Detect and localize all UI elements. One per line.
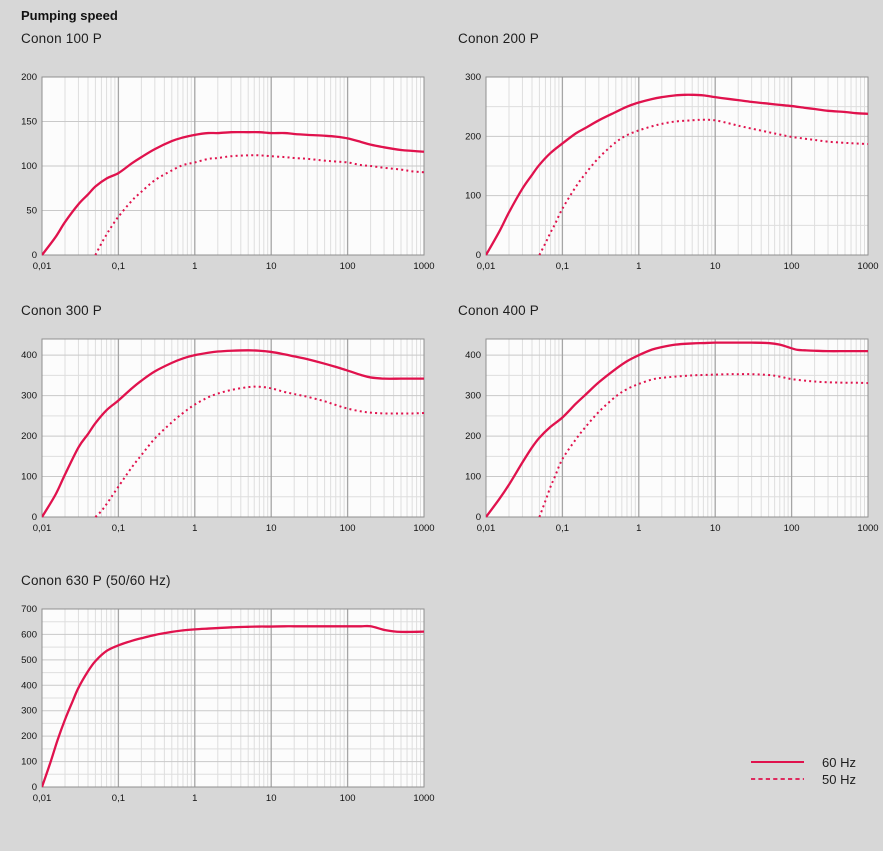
svg-text:200: 200	[465, 131, 481, 142]
chart-title: Conon 200 P	[458, 31, 540, 46]
svg-text:700: 700	[21, 604, 37, 615]
chart-conon-630p: Conon 630 P (50/60 Hz) 0 100 200 300 400 500 6…	[8, 573, 436, 813]
svg-text:100: 100	[340, 793, 356, 804]
svg-text:0: 0	[32, 512, 37, 523]
svg-text:100: 100	[21, 472, 37, 483]
svg-text:100: 100	[784, 261, 800, 272]
svg-text:500: 500	[21, 655, 37, 666]
legend-item-60hz: 60 Hz	[750, 754, 862, 770]
svg-text:0,1: 0,1	[112, 261, 125, 272]
svg-text:0,1: 0,1	[112, 523, 125, 534]
svg-text:100: 100	[340, 261, 356, 272]
svg-text:0,01: 0,01	[477, 261, 496, 272]
chart-conon-100p: Conon 100 P 0 50 100 150 200 0,01 0,1 1 10 100 100…	[8, 31, 436, 281]
svg-text:400: 400	[465, 350, 481, 361]
svg-text:0: 0	[32, 782, 37, 793]
svg-text:0,01: 0,01	[33, 523, 52, 534]
solid-line-icon	[751, 761, 804, 763]
legend-label: 60 Hz	[822, 754, 856, 770]
plot-conon-300p: 0 100 200 300 400 0,01 0,1 1 10 100 1000	[21, 338, 435, 534]
chart-title: Conon 300 P	[21, 303, 103, 318]
svg-text:10: 10	[710, 523, 721, 534]
dashed-line-icon	[751, 778, 804, 780]
chart-conon-300p: Conon 300 P 0 100 200 300 400 0,01 0,1 1 10 100 10…	[8, 303, 436, 543]
svg-text:0,1: 0,1	[556, 523, 569, 534]
svg-text:0: 0	[476, 250, 481, 261]
svg-text:1000: 1000	[413, 523, 434, 534]
svg-text:600: 600	[21, 629, 37, 640]
svg-text:0,01: 0,01	[33, 793, 52, 804]
svg-text:300: 300	[465, 391, 481, 402]
svg-text:1: 1	[192, 523, 197, 534]
svg-text:1: 1	[636, 523, 641, 534]
legend: 60 Hz 50 Hz	[750, 754, 862, 787]
svg-text:100: 100	[784, 523, 800, 534]
plot-conon-100p: 0 50 100 150 200 0,01 0,1 1 10 100 1000	[21, 72, 434, 272]
svg-text:0,01: 0,01	[33, 261, 52, 272]
svg-text:300: 300	[21, 391, 37, 402]
plot-conon-630p: 0 100 200 300 400 500 600 700 0,01 0,1 1 10 100 1000	[21, 604, 434, 804]
svg-text:10: 10	[266, 261, 277, 272]
svg-text:1: 1	[192, 261, 197, 272]
svg-text:0,01: 0,01	[477, 523, 496, 534]
chart-conon-200p: Conon 200 P 0 100 200 300 0,01 0,1 1 10 100 1000	[452, 31, 880, 281]
plot-conon-400p: 0 100 200 300 400 0,01 0,1 1 10 100 1000	[465, 338, 879, 534]
svg-text:1: 1	[192, 793, 197, 804]
svg-text:400: 400	[21, 680, 37, 691]
svg-text:150: 150	[21, 117, 37, 128]
svg-text:50: 50	[26, 206, 37, 217]
svg-text:200: 200	[21, 431, 37, 442]
svg-text:1000: 1000	[413, 261, 434, 272]
svg-text:10: 10	[266, 523, 277, 534]
svg-text:200: 200	[465, 431, 481, 442]
plot-conon-200p: 0 100 200 300 0,01 0,1 1 10 100 1000	[465, 72, 878, 272]
svg-text:100: 100	[21, 161, 37, 172]
chart-conon-400p: Conon 400 P 0 100 200 300 400 0,01 0,1 1 10 100 10…	[452, 303, 880, 543]
svg-text:1000: 1000	[857, 523, 878, 534]
svg-text:200: 200	[21, 72, 37, 83]
legend-item-50hz: 50 Hz	[750, 771, 862, 787]
svg-text:400: 400	[21, 350, 37, 361]
chart-title: Conon 400 P	[458, 303, 540, 318]
svg-text:100: 100	[465, 472, 481, 483]
svg-text:300: 300	[465, 72, 481, 83]
svg-text:100: 100	[465, 191, 481, 202]
legend-label: 50 Hz	[822, 771, 856, 787]
svg-text:0,1: 0,1	[556, 261, 569, 272]
svg-text:10: 10	[266, 793, 277, 804]
svg-text:1000: 1000	[857, 261, 878, 272]
svg-text:10: 10	[710, 261, 721, 272]
svg-text:100: 100	[21, 757, 37, 768]
svg-text:0,1: 0,1	[112, 793, 125, 804]
svg-text:300: 300	[21, 706, 37, 717]
page-title: Pumping speed	[21, 8, 118, 23]
svg-text:0: 0	[476, 512, 481, 523]
chart-title: Conon 630 P (50/60 Hz)	[21, 573, 171, 588]
svg-text:0: 0	[32, 250, 37, 261]
bottom-strip	[0, 851, 883, 854]
svg-text:200: 200	[21, 731, 37, 742]
svg-text:1000: 1000	[413, 793, 434, 804]
chart-title: Conon 100 P	[21, 31, 103, 46]
svg-text:1: 1	[636, 261, 641, 272]
svg-text:100: 100	[340, 523, 356, 534]
